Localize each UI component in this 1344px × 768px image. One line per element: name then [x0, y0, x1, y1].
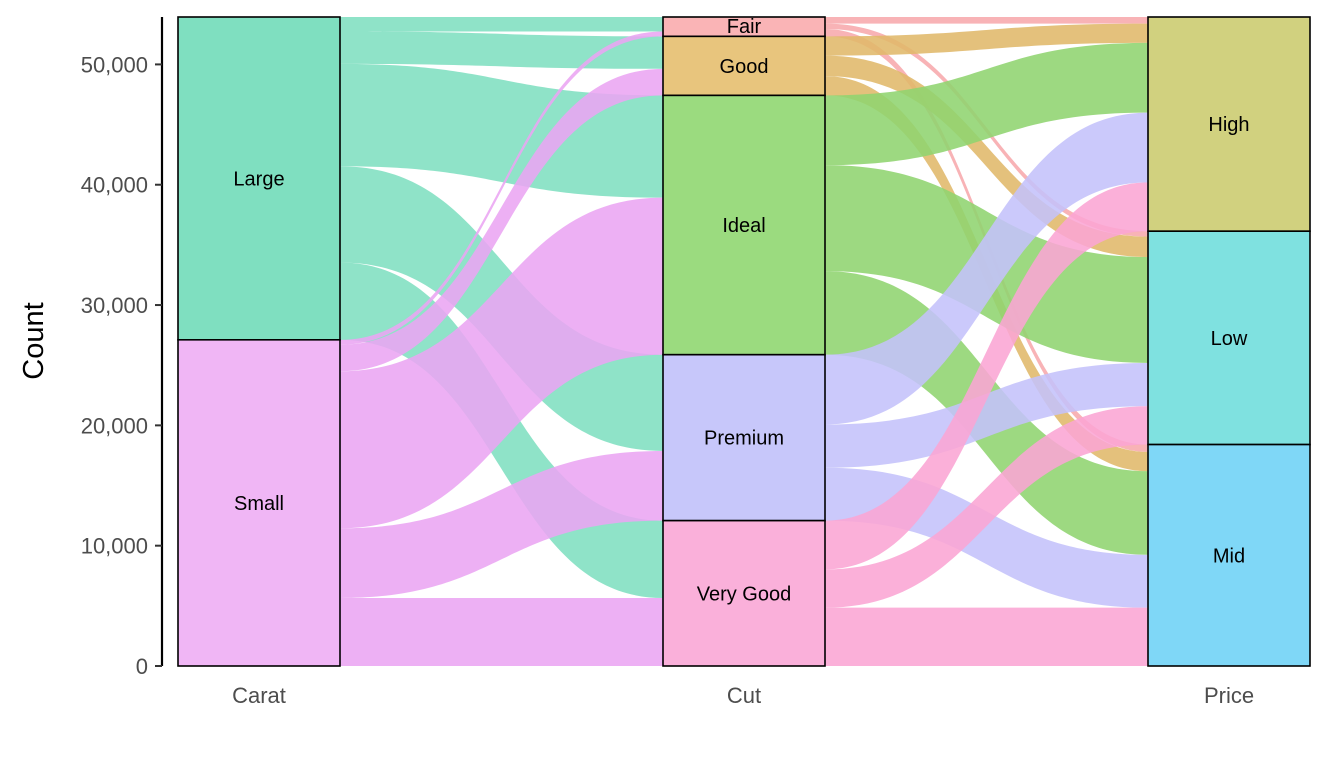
flow-small-to-fair	[340, 31, 663, 345]
y-tick-label: 30,000	[81, 293, 148, 318]
flow-premium-to-low	[825, 362, 1148, 468]
stratum-label-premium: Premium	[704, 428, 784, 450]
flow-good-to-low	[825, 55, 1148, 258]
x-tick-label-cut: Cut	[727, 683, 761, 708]
stratum-ideal	[662, 94, 826, 356]
flow-very-good-to-mid	[825, 607, 1148, 666]
stratum-label-very-good: Very Good	[697, 583, 792, 605]
flows-layer	[340, 17, 1148, 666]
y-tick-label: 50,000	[81, 52, 148, 77]
flow-large-to-ideal	[340, 63, 663, 198]
stratum-label-low: Low	[1211, 328, 1248, 350]
stratum-low	[1147, 230, 1311, 446]
y-tick-label: 0	[136, 654, 148, 679]
stratum-high	[1147, 16, 1311, 233]
y-tick-label: 40,000	[81, 173, 148, 198]
flow-large-to-good	[340, 31, 663, 69]
stratum-mid	[1147, 443, 1311, 667]
y-tick-label: 20,000	[81, 413, 148, 438]
stratum-label-fair: Fair	[727, 16, 762, 38]
stratum-label-ideal: Ideal	[722, 215, 765, 237]
x-axis: Carat Cut Price	[232, 683, 1254, 708]
flow-very-good-to-low	[825, 406, 1148, 608]
flow-fair-to-high	[825, 17, 1148, 24]
flow-small-to-good	[340, 68, 663, 372]
stratum-label-mid: Mid	[1213, 545, 1245, 567]
stratum-label-high: High	[1208, 114, 1249, 136]
y-tick-label: 10,000	[81, 534, 148, 559]
stratum-label-good: Good	[720, 56, 769, 78]
stratum-premium	[662, 353, 826, 522]
x-tick-label-price: Price	[1204, 683, 1254, 708]
flow-good-to-high	[825, 23, 1148, 56]
flow-small-to-premium	[340, 450, 663, 598]
y-axis-title: Count	[18, 302, 50, 379]
flow-small-to-ideal	[340, 197, 663, 529]
x-tick-label-carat: Carat	[232, 683, 286, 708]
stratum-label-small: Small	[234, 493, 284, 515]
stratum-very-good	[662, 519, 826, 667]
flow-ideal-to-high	[825, 42, 1148, 166]
stratum-large	[177, 16, 341, 341]
stratum-small	[177, 339, 341, 667]
stratum-label-large: Large	[233, 168, 284, 190]
flow-very-good-to-high	[825, 182, 1148, 570]
flow-premium-to-high	[825, 112, 1148, 425]
flow-large-to-fair	[340, 17, 663, 32]
flow-small-to-very-good	[340, 597, 663, 666]
strata-layer: Large Small Fair Good Ideal Premium Very Good H…	[177, 16, 1311, 667]
y-axis: 0 10,000 20,000 30,000 40,000 50,000	[81, 17, 164, 679]
